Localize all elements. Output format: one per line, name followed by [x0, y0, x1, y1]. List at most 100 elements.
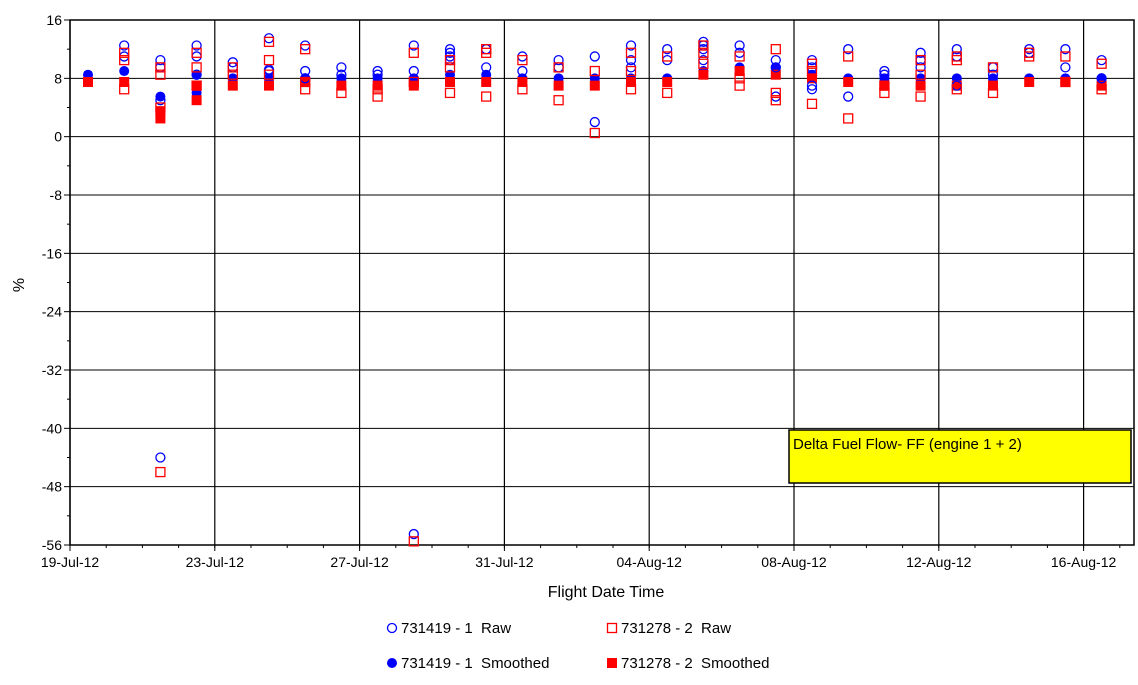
data-point-square	[155, 466, 166, 478]
data-point-square	[734, 73, 745, 84]
data-point-square	[263, 36, 275, 48]
data-point-square	[300, 44, 311, 55]
legend-marker	[387, 658, 397, 668]
data-point-square	[770, 87, 781, 99]
data-point-square	[264, 80, 274, 91]
data-point-square	[915, 91, 926, 102]
data-point-circle	[119, 66, 130, 77]
data-point-square	[698, 47, 709, 58]
data-point-square	[336, 80, 347, 91]
data-points	[83, 33, 1107, 547]
data-point-square	[191, 47, 202, 58]
y-tick-label: -32	[42, 362, 62, 378]
data-point-circle	[336, 69, 347, 80]
data-point-square	[553, 80, 564, 91]
x-tick-label: 23-Jul-12	[186, 554, 245, 570]
data-point-circle	[155, 452, 166, 463]
data-point-square	[843, 113, 854, 124]
legend-marker	[386, 622, 398, 634]
data-point-square	[589, 80, 600, 91]
data-point-circle	[444, 44, 456, 55]
data-point-square	[626, 76, 636, 87]
data-point-circle	[1096, 73, 1107, 84]
data-point-circle	[336, 62, 347, 73]
data-point-circle	[806, 80, 818, 91]
data-point-square	[155, 102, 166, 113]
data-point-square	[1096, 80, 1107, 91]
data-point-circle	[987, 69, 999, 80]
chart-title: Delta Fuel Flow- FF (engine 1 + 2)	[793, 436, 1022, 453]
data-point-square	[662, 51, 673, 62]
data-point-square	[227, 69, 238, 80]
data-point-square	[806, 98, 818, 110]
y-tick-label: 0	[54, 129, 62, 145]
data-point-square	[517, 54, 528, 66]
data-point-square	[444, 54, 456, 66]
data-point-square	[300, 76, 311, 87]
data-point-circle	[843, 44, 854, 55]
data-point-square	[915, 80, 926, 91]
data-point-circle	[915, 47, 926, 58]
data-point-square	[300, 76, 311, 88]
data-point-square	[372, 80, 383, 91]
data-point-square	[662, 76, 673, 87]
data-point-square	[263, 54, 275, 66]
data-point-square	[589, 127, 600, 139]
data-point-circle	[734, 40, 745, 51]
title-box: Delta Fuel Flow- FF (engine 1 + 2)	[788, 429, 1132, 484]
data-point-square	[119, 54, 130, 66]
data-point-square	[1024, 47, 1035, 58]
data-point-square	[336, 87, 347, 99]
data-point-square	[1096, 58, 1107, 69]
x-tick-label: 31-Jul-12	[475, 554, 534, 570]
data-point-square	[372, 91, 383, 102]
legend-label: 731419 - 1 Smoothed	[401, 655, 549, 672]
data-point-square	[879, 80, 890, 91]
data-point-circle	[879, 69, 890, 80]
data-point-square	[481, 47, 492, 58]
data-point-square	[481, 76, 492, 87]
y-tick-label: -16	[42, 245, 62, 261]
data-point-square	[698, 40, 709, 51]
data-point-square	[83, 76, 93, 87]
data-point-square	[806, 65, 818, 77]
x-axis-label: Flight Date Time	[548, 584, 665, 601]
data-point-circle	[481, 62, 492, 73]
data-point-square	[806, 58, 818, 69]
data-point-square	[517, 76, 528, 87]
data-point-square	[770, 44, 781, 55]
legend-label: 731278 - 2 Smoothed	[621, 655, 769, 672]
data-point-square	[1024, 76, 1035, 87]
data-point-square	[807, 73, 817, 84]
data-point-circle	[155, 95, 166, 106]
data-point-circle	[372, 65, 383, 77]
data-point-square	[408, 47, 419, 58]
data-point-circle	[300, 65, 311, 77]
y-tick-label: -48	[42, 479, 62, 495]
data-point-circle	[625, 54, 637, 66]
data-point-circle	[119, 40, 130, 51]
data-point-circle	[191, 69, 202, 80]
data-point-square	[408, 536, 419, 547]
data-point-circle	[770, 54, 781, 66]
data-point-square	[1096, 84, 1107, 95]
legend-marker	[606, 622, 618, 634]
y-tick-label: -40	[42, 420, 62, 436]
data-point-square	[843, 51, 854, 62]
data-point-circle	[517, 65, 528, 77]
data-point-circle	[843, 91, 854, 102]
data-point-square	[300, 84, 311, 95]
y-axis-label: %	[11, 278, 28, 292]
data-point-circle	[589, 51, 600, 62]
x-tick-label: 08-Aug-12	[761, 554, 827, 570]
data-point-square	[1060, 51, 1071, 62]
data-point-circle	[372, 69, 383, 80]
data-point-square	[698, 58, 709, 69]
legend-marker	[607, 658, 617, 668]
data-point-square	[372, 84, 383, 95]
data-point-square	[734, 51, 745, 62]
data-point-square	[770, 69, 781, 80]
data-point-square	[1060, 76, 1071, 87]
